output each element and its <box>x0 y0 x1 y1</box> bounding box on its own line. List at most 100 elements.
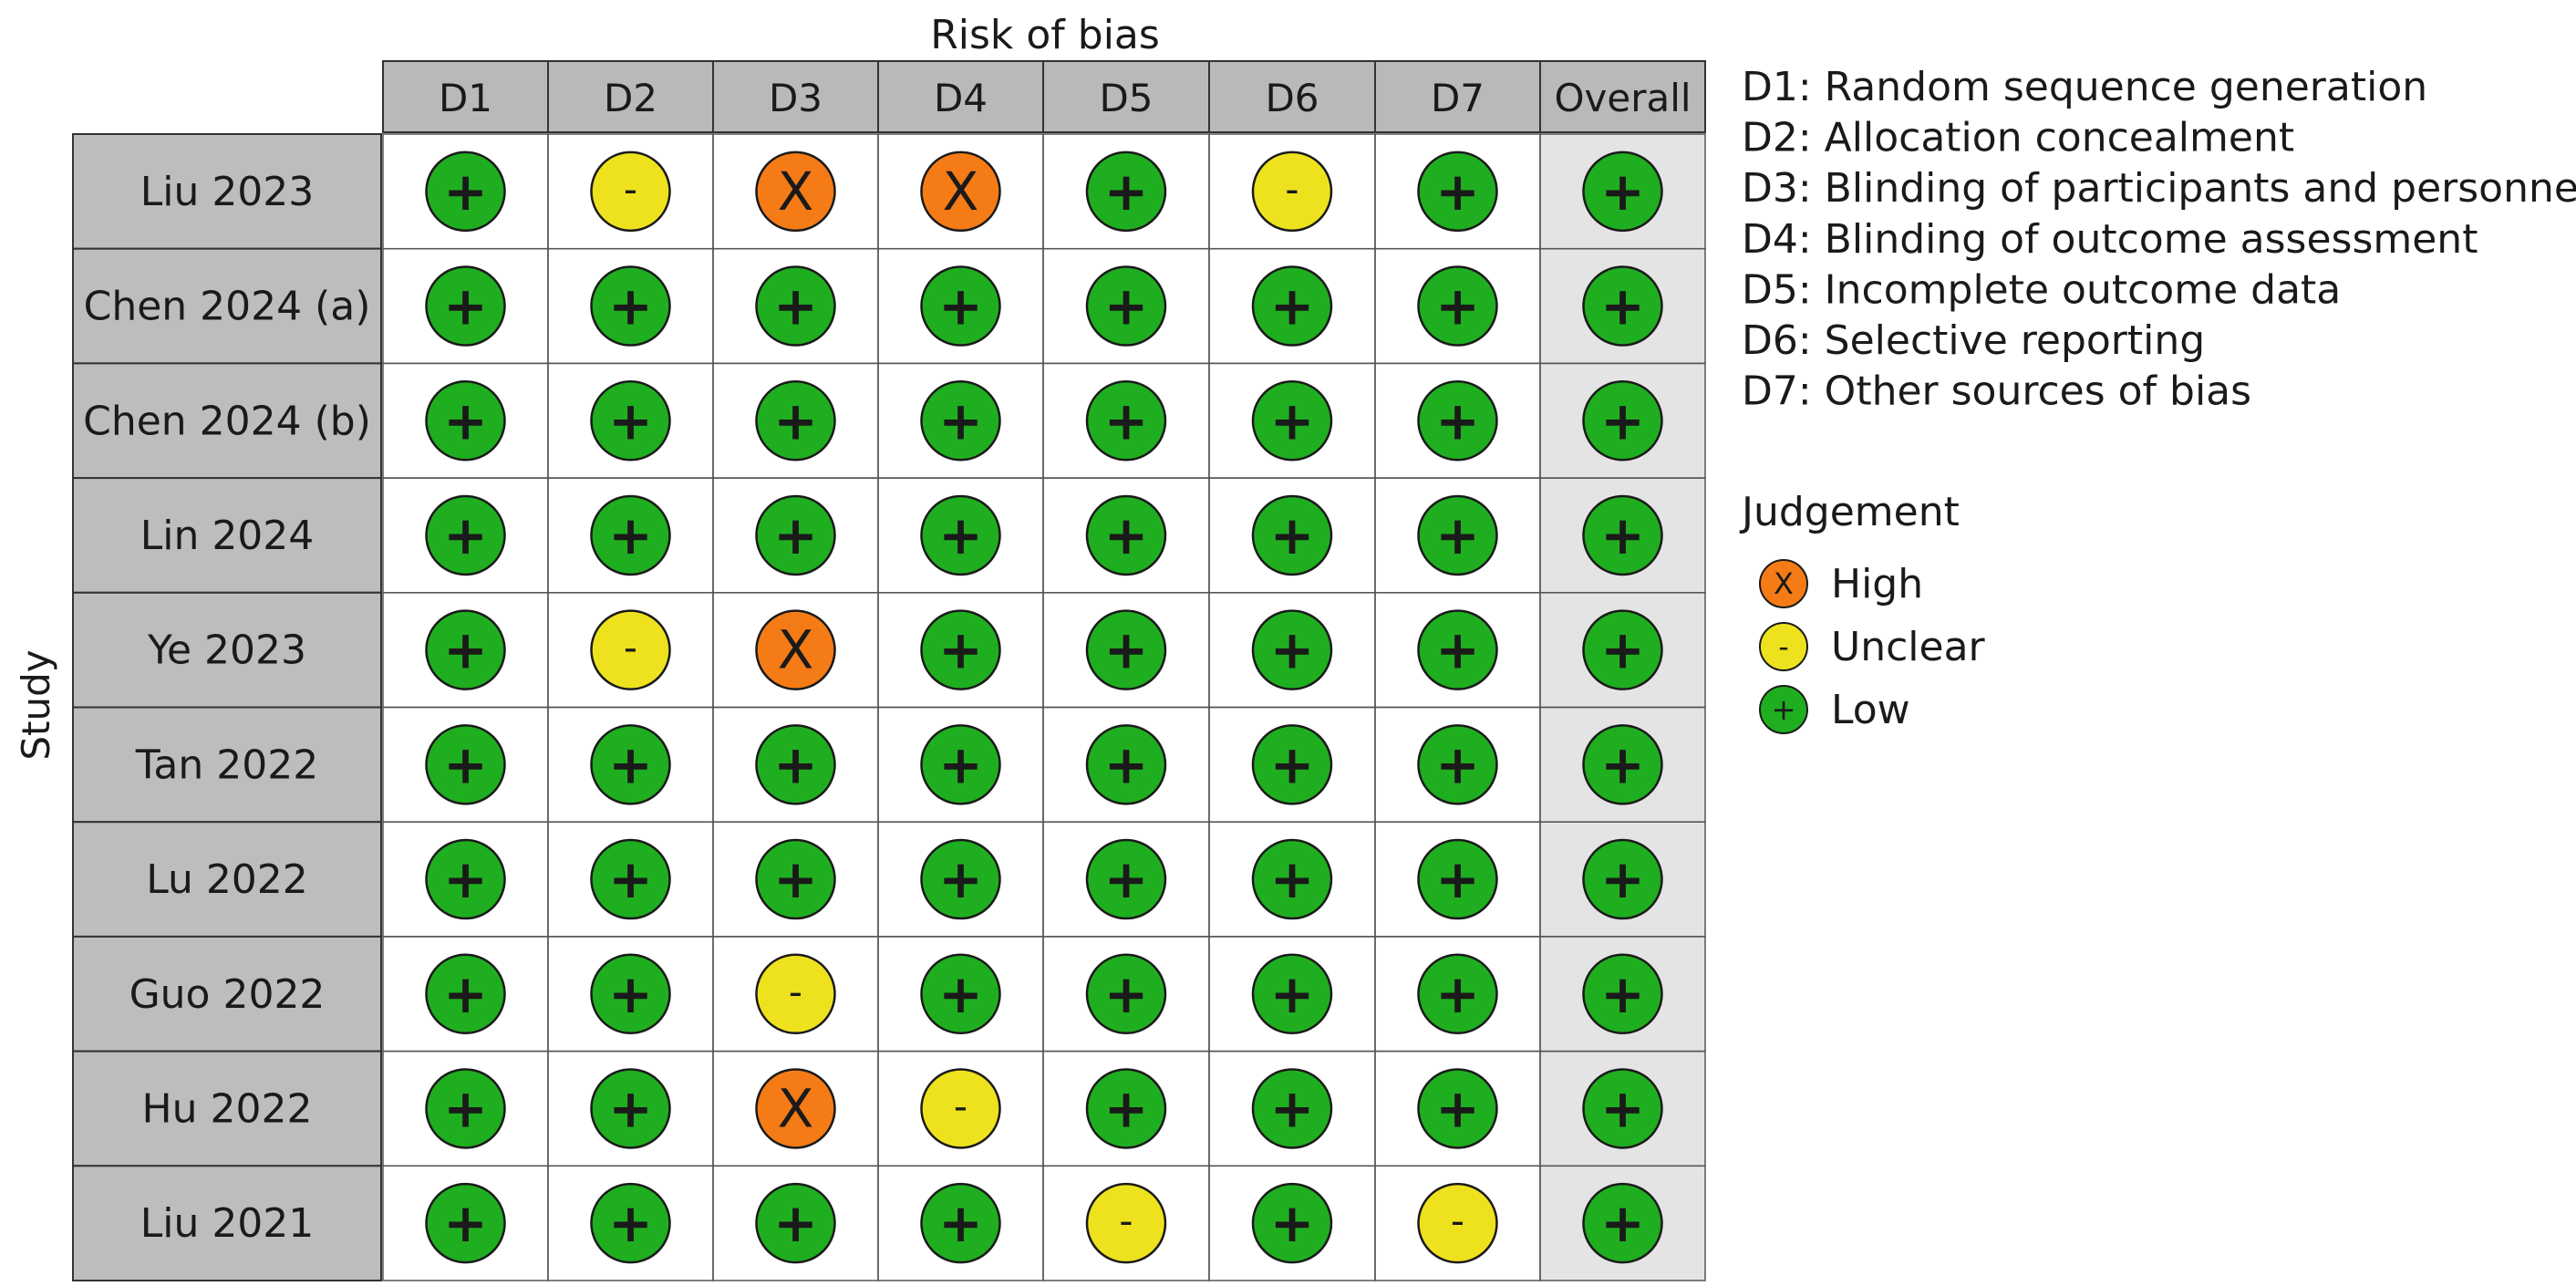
judgement-symbol: + <box>773 848 818 910</box>
judgement-low-circle <box>425 609 506 690</box>
judgement-symbol: + <box>1600 504 1645 566</box>
judgement-low: + <box>1208 477 1376 594</box>
study-row-label: Liu 2023 <box>72 133 382 250</box>
judgement-low: + <box>1042 247 1210 365</box>
judgement-low-circle <box>1417 1068 1498 1149</box>
judgement-low: + <box>382 247 549 365</box>
study-label: Tan 2022 <box>135 742 318 788</box>
judgement-legend: Judgement X High - Unclear + Low <box>1739 489 1986 734</box>
column-header-label: D4 <box>934 76 988 120</box>
legend-unclear-circle <box>1759 622 1808 671</box>
legend-symbol: X <box>1774 566 1794 601</box>
column-header-label: D1 <box>439 76 492 120</box>
judgement-symbol: X <box>778 161 814 223</box>
study-label: Liu 2021 <box>140 1200 315 1247</box>
judgement-low-circle <box>1582 1068 1663 1149</box>
judgement-low: + <box>1374 362 1541 479</box>
judgement-high-circle <box>755 1068 836 1149</box>
judgement-symbol: + <box>1104 848 1149 910</box>
judgement-low-circle <box>1582 265 1663 347</box>
judgement-low: + <box>1374 936 1541 1053</box>
judgement-low: + <box>712 477 879 594</box>
judgement-low: + <box>382 362 549 479</box>
judgement-low-circle <box>1085 838 1167 920</box>
judgement-low: + <box>1374 133 1541 250</box>
judgement-low-circle <box>1417 265 1498 347</box>
judgement-symbol: + <box>1435 504 1480 566</box>
judgement-symbol: + <box>1104 504 1149 566</box>
column-header-overall: Overall <box>1539 60 1706 133</box>
judgement-symbol: + <box>608 504 653 566</box>
judgement-low-circle <box>1417 380 1498 462</box>
judgement-low-circle <box>755 265 836 347</box>
study-row-label: Lu 2022 <box>72 821 382 938</box>
judgement-low-circle <box>1085 609 1167 690</box>
judgement-legend-high: X High <box>1759 559 1923 608</box>
judgement-legend-title: Judgement <box>1739 489 1960 535</box>
judgement-symbol: + <box>773 275 818 337</box>
judgement-low: + <box>547 706 714 823</box>
judgement-symbol: - <box>1451 1198 1464 1243</box>
judgement-low-circle <box>425 838 506 920</box>
judgement-low: + <box>1208 592 1376 709</box>
judgement-low-circle <box>1085 1068 1167 1149</box>
judgement-symbol: - <box>624 167 637 212</box>
domain-legend: D1: Random sequence generation D2: Alloca… <box>1742 64 2576 415</box>
judgement-symbol: + <box>1104 161 1149 223</box>
judgement-symbol: + <box>1600 161 1645 223</box>
judgement-low: + <box>382 936 549 1053</box>
judgement-low-circle <box>590 1068 671 1149</box>
study-label: Guo 2022 <box>129 971 326 1018</box>
study-row-label: Tan 2022 <box>72 706 382 824</box>
judgement-low: + <box>877 706 1044 823</box>
judgement-low: + <box>1042 706 1210 823</box>
study-row-label: Lin 2024 <box>72 477 382 594</box>
judgement-symbol: + <box>1270 619 1315 681</box>
judgement-low: + <box>1208 247 1376 365</box>
judgement-low: + <box>1374 1050 1541 1167</box>
judgement-low-circle <box>1251 953 1333 1034</box>
judgement-unclear-circle <box>755 953 836 1034</box>
y-axis-label: Study <box>14 649 58 760</box>
judgement-low-circle <box>425 953 506 1034</box>
judgement-low-circle <box>590 838 671 920</box>
study-column: Liu 2023 Chen 2024 (a) Chen 2024 (b) Lin 20… <box>72 133 382 1282</box>
study-label: Liu 2023 <box>140 169 315 215</box>
judgement-low: + <box>1208 936 1376 1053</box>
judgement-symbol: + <box>443 1077 488 1139</box>
judgement-unclear: - <box>1208 133 1376 250</box>
judgement-low: + <box>1539 133 1706 250</box>
judgement-low-circle <box>1251 724 1333 805</box>
study-row-label: Guo 2022 <box>72 935 382 1053</box>
legend-low-circle <box>1759 685 1808 734</box>
judgement-symbol: X <box>778 619 814 681</box>
judgement-low-circle <box>755 380 836 462</box>
judgement-symbol: + <box>1104 963 1149 1025</box>
judgement-symbol: + <box>1600 1192 1645 1254</box>
column-header-label: D6 <box>1265 76 1319 120</box>
judgement-symbol: + <box>1270 504 1315 566</box>
judgement-low: + <box>1539 247 1706 365</box>
study-row-label: Chen 2024 (b) <box>72 362 382 480</box>
legend-symbol: - <box>1778 629 1789 664</box>
judgement-low-circle <box>590 494 671 576</box>
judgement-low-circle <box>755 494 836 576</box>
judgement-low-circle <box>1582 724 1663 805</box>
judgement-low-circle <box>1251 1068 1333 1149</box>
study-label: Chen 2024 (a) <box>84 284 371 330</box>
judgement-low-circle <box>1251 1182 1333 1264</box>
judgement-symbol: + <box>608 1192 653 1254</box>
judgement-low-circle <box>1417 150 1498 233</box>
legend-label: High <box>1831 561 1923 607</box>
judgement-symbol: + <box>608 1077 653 1139</box>
domain-legend-item: D6: Selective reporting <box>1742 317 2205 364</box>
column-header-d3: D3 <box>712 60 879 133</box>
judgement-low: + <box>547 247 714 365</box>
column-header-d6: D6 <box>1208 60 1376 133</box>
judgement-high: X <box>712 133 879 250</box>
legend-symbol: + <box>1772 692 1796 727</box>
judgement-low: + <box>547 477 714 594</box>
domain-legend-item: D5: Incomplete outcome data <box>1742 266 2341 313</box>
judgement-low: + <box>877 477 1044 594</box>
judgement-high-circle <box>920 150 1001 233</box>
